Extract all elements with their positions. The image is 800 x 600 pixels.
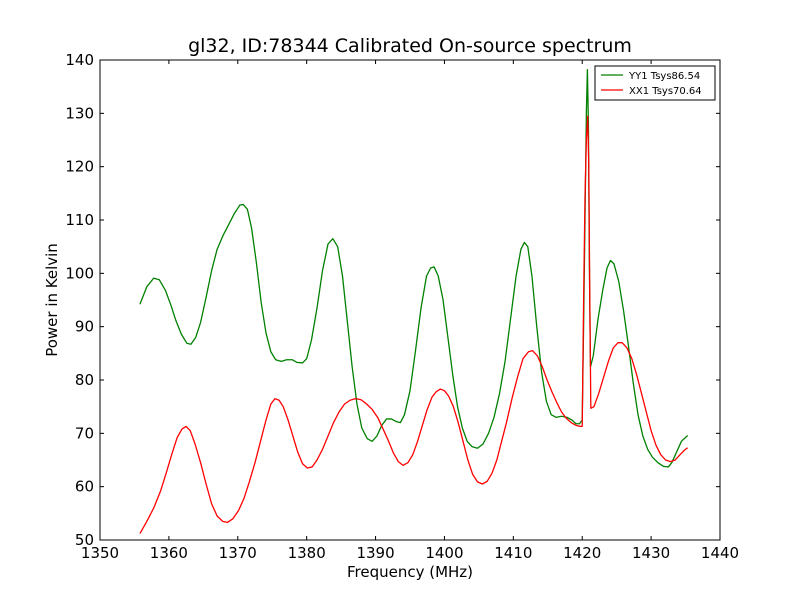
y-tick-label: 70 (75, 424, 94, 442)
x-tick-label: 1370 (219, 544, 257, 562)
axes-layer: 1350 1360 1370 1380 1390 1400 1410 1420 1430 1440… (65, 51, 739, 562)
y-tick-label: 80 (75, 371, 94, 389)
y-tick-label: 50 (75, 531, 94, 549)
x-tick-label: 1410 (494, 544, 532, 562)
legend: YY1 Tsys86.54 XX1 Tsys70.64 (594, 65, 716, 101)
y-axis-label: Power in Kelvin (43, 243, 61, 357)
x-axis-label: Frequency (MHz) (347, 563, 473, 581)
series-line-1 (139, 68, 689, 468)
series-line-2 (139, 115, 689, 534)
x-tick-label: 1380 (288, 544, 326, 562)
legend-box (594, 65, 716, 101)
x-tick-label: 1440 (701, 544, 739, 562)
x-tick-label: 1400 (425, 544, 463, 562)
y-tick-label: 140 (65, 51, 94, 69)
y-tick-label: 100 (65, 264, 94, 282)
legend-label-2: XX1 Tsys70.64 (629, 86, 702, 97)
y-tick-label: 130 (65, 104, 94, 122)
x-tick-label: 1360 (150, 544, 188, 562)
x-tick-label: 1420 (563, 544, 601, 562)
x-tick-label: 1390 (356, 544, 394, 562)
legend-label-1: YY1 Tsys86.54 (628, 71, 700, 82)
x-tick-label: 1350 (81, 544, 119, 562)
y-tick-label: 60 (75, 478, 94, 496)
y-tick-label: 110 (65, 211, 94, 229)
x-tick-label: 1430 (632, 544, 670, 562)
y-tick-label: 120 (65, 158, 94, 176)
plot-frame (99, 59, 721, 541)
chart-title: gl32, ID:78344 Calibrated On-source spec… (188, 35, 632, 57)
series-layer (139, 68, 689, 534)
y-tick-label: 90 (75, 318, 94, 336)
